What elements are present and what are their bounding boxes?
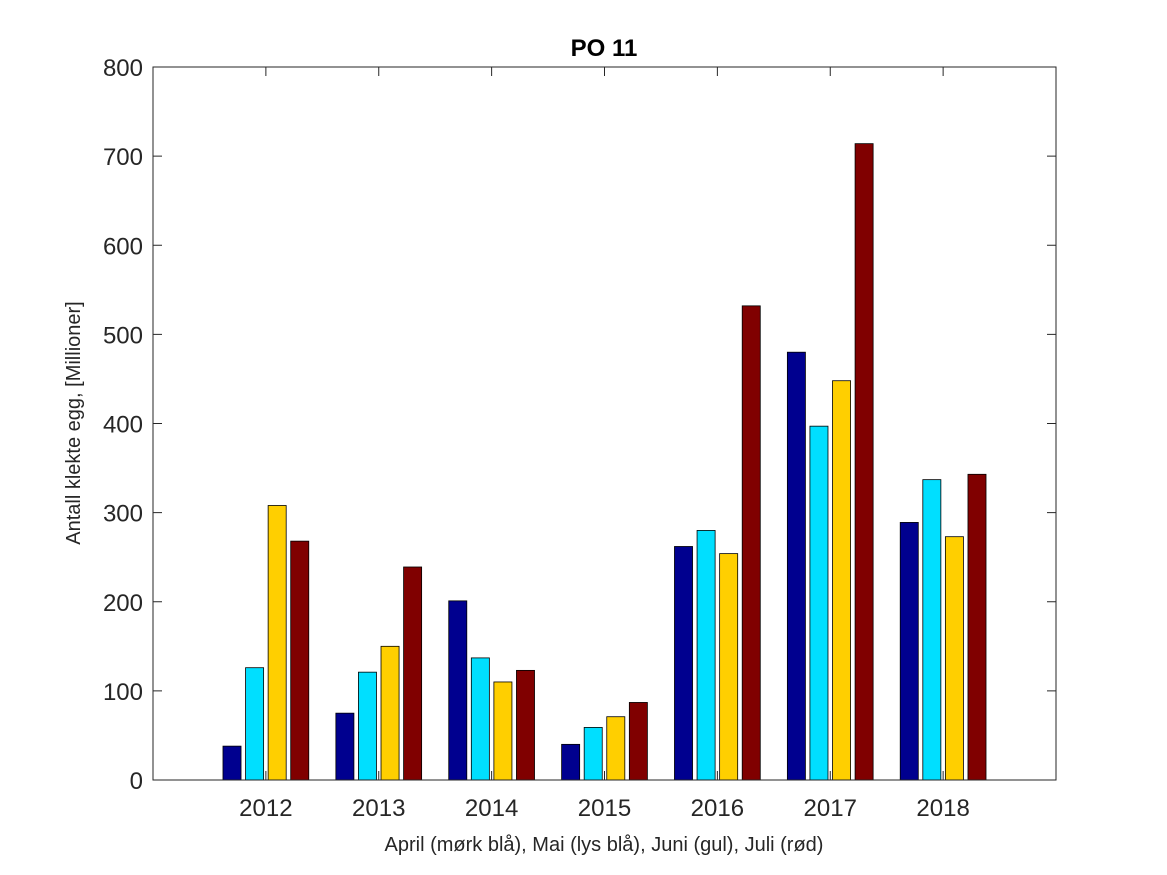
bar-2016-series-3 bbox=[719, 553, 739, 781]
bar-2013-series-1 bbox=[335, 712, 355, 781]
bar-2015-series-2 bbox=[583, 727, 603, 781]
bar-2017-series-1 bbox=[786, 351, 806, 781]
y-tick-label: 0 bbox=[130, 768, 143, 795]
y-tick-label: 200 bbox=[103, 590, 143, 617]
y-tick-label: 300 bbox=[103, 501, 143, 528]
bar-2016-series-4 bbox=[741, 305, 761, 781]
bar-2018-series-4 bbox=[967, 473, 987, 781]
x-tick-label-2014: 2014 bbox=[465, 795, 518, 822]
bar-2013-series-2 bbox=[358, 671, 377, 781]
chart-title: PO 11 bbox=[571, 35, 638, 62]
bar-2014-series-1 bbox=[448, 600, 468, 781]
bar-2015-series-1 bbox=[561, 743, 581, 781]
bar-2012-series-4 bbox=[290, 540, 310, 781]
bar-2015-series-3 bbox=[606, 716, 626, 781]
x-tick-label-2012: 2012 bbox=[239, 795, 292, 822]
y-tick-label: 500 bbox=[103, 322, 143, 349]
bar-2016-series-2 bbox=[696, 530, 716, 781]
bar-2017-series-3 bbox=[832, 380, 851, 781]
y-tick-label: 700 bbox=[103, 144, 143, 171]
plot-area bbox=[153, 67, 1056, 780]
bar-2012-series-2 bbox=[245, 667, 265, 781]
bar-2014-series-4 bbox=[516, 669, 535, 781]
bar-2013-series-3 bbox=[380, 645, 400, 781]
bar-2012-series-1 bbox=[222, 745, 242, 781]
bar-2014-series-3 bbox=[493, 681, 513, 781]
x-axis: 2012 2013 2014 2015 2016 2017 2018 bbox=[239, 67, 970, 822]
x-axis-label: April (mørk blå), Mai (lys blå), Juni (g… bbox=[385, 834, 824, 856]
bar-2014-series-2 bbox=[470, 657, 490, 781]
bars-group bbox=[222, 143, 987, 781]
y-tick-label: 100 bbox=[103, 679, 143, 706]
bar-2013-series-4 bbox=[403, 566, 423, 781]
y-axis-label: Antall klekte egg, [Millioner] bbox=[63, 301, 85, 544]
bar-2018-series-1 bbox=[899, 522, 919, 781]
bar-2018-series-2 bbox=[922, 479, 942, 781]
x-tick-label-2013: 2013 bbox=[352, 795, 405, 822]
y-tick-label: 800 bbox=[103, 55, 143, 82]
y-tick-label: 400 bbox=[103, 412, 143, 439]
bar-2015-series-4 bbox=[628, 702, 648, 781]
bar-2016-series-1 bbox=[674, 546, 693, 781]
x-tick-label-2015: 2015 bbox=[578, 795, 631, 822]
bar-2012-series-3 bbox=[267, 505, 287, 781]
y-tick-label: 600 bbox=[103, 233, 143, 260]
bar-2017-series-2 bbox=[809, 425, 829, 781]
x-tick-label-2017: 2017 bbox=[804, 795, 857, 822]
plot-frame bbox=[152, 66, 1057, 781]
bar-2017-series-4 bbox=[854, 143, 874, 781]
x-tick-label-2018: 2018 bbox=[916, 795, 969, 822]
x-tick-label-2016: 2016 bbox=[691, 795, 744, 822]
bar-2018-series-3 bbox=[944, 536, 964, 781]
